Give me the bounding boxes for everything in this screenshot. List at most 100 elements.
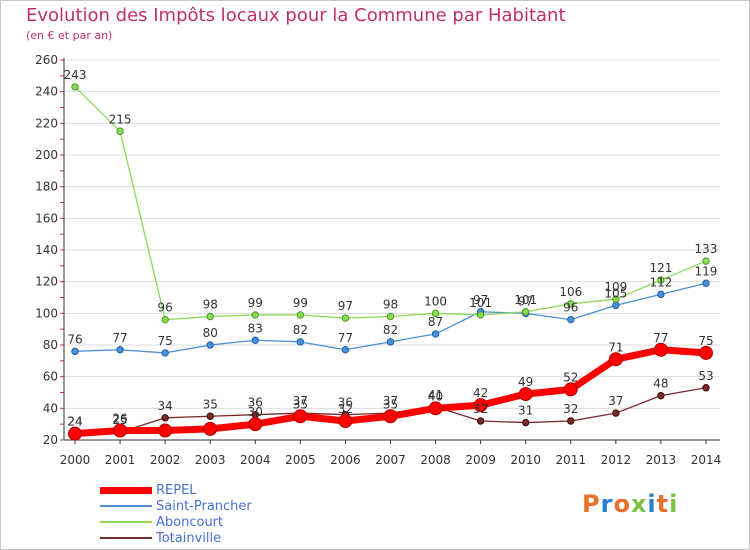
data-point-aboncourt (567, 300, 575, 308)
data-label-repel: 26 (112, 412, 127, 426)
data-point-repel (158, 423, 173, 438)
data-label-totainville: 32 (563, 402, 578, 416)
y-tick-label: 220 (35, 116, 58, 130)
data-point-saint-prancher (702, 279, 710, 287)
data-point-saint-prancher (251, 336, 259, 344)
y-tick-label: 160 (35, 211, 58, 225)
y-tick-label: 40 (43, 401, 58, 415)
data-point-totainville (702, 384, 710, 392)
x-tick-label: 2014 (691, 453, 722, 467)
data-point-repel (68, 426, 82, 441)
data-label-saint-prancher: 97 (518, 294, 533, 308)
data-label-saint-prancher: 83 (248, 321, 263, 335)
data-point-repel (608, 352, 623, 367)
data-label-totainville: 48 (653, 377, 668, 391)
data-point-aboncourt (702, 257, 710, 265)
legend-label: Saint-Prancher (156, 499, 252, 514)
data-point-repel (383, 409, 398, 424)
data-point-saint-prancher (657, 290, 665, 299)
x-tick-label: 2008 (420, 453, 451, 467)
data-point-aboncourt (612, 295, 620, 303)
data-point-repel (113, 423, 128, 438)
data-point-repel (473, 398, 488, 413)
data-point-totainville (612, 409, 620, 417)
y-tick-label: 240 (35, 85, 58, 99)
chart-subtitle: (en € et par an) (26, 29, 113, 42)
data-point-saint-prancher (567, 315, 575, 324)
data-point-aboncourt (386, 312, 395, 321)
data-label-totainville: 34 (157, 399, 172, 413)
y-tick-label: 20 (43, 433, 58, 447)
data-label-repel: 77 (653, 331, 668, 345)
data-point-aboncourt (657, 276, 665, 284)
data-label-saint-prancher: 96 (563, 301, 578, 315)
data-label-repel: 35 (383, 397, 398, 411)
x-tick-label: 2013 (646, 453, 677, 467)
y-tick-label: 180 (35, 180, 58, 194)
data-label-aboncourt: 101 (469, 296, 492, 310)
data-point-repel (653, 342, 668, 357)
data-point-saint-prancher (431, 330, 440, 338)
data-label-aboncourt: 99 (293, 296, 308, 310)
data-point-saint-prancher (161, 349, 169, 357)
legend-label: REPEL (156, 483, 197, 498)
data-label-aboncourt: 98 (383, 298, 398, 312)
data-label-saint-prancher: 97 (473, 293, 488, 307)
data-point-totainville (567, 417, 575, 425)
x-tick-label: 2009 (465, 453, 496, 467)
data-label-totainville: 25 (112, 413, 127, 427)
data-label-aboncourt: 215 (109, 112, 132, 126)
y-tick-label: 200 (35, 148, 58, 162)
data-point-saint-prancher (116, 346, 124, 354)
x-tick-label: 2004 (240, 453, 271, 467)
data-label-repel: 32 (338, 402, 353, 416)
data-label-aboncourt: 133 (695, 242, 718, 256)
data-label-totainville: 37 (293, 394, 308, 408)
data-label-saint-prancher: 112 (649, 275, 672, 289)
x-tick-label: 2005 (285, 453, 316, 467)
data-label-totainville: 35 (203, 397, 218, 411)
data-point-aboncourt (341, 314, 350, 322)
proxiti-logo: Proxiti (582, 490, 679, 518)
data-label-totainville: 24 (67, 415, 82, 429)
data-point-aboncourt (71, 83, 79, 91)
data-label-repel: 30 (248, 405, 263, 419)
data-label-totainville: 31 (518, 404, 533, 418)
data-point-saint-prancher (341, 346, 350, 354)
data-point-repel (698, 345, 713, 360)
data-label-repel: 40 (428, 389, 443, 403)
data-point-aboncourt (296, 311, 305, 319)
x-tick-label: 2007 (375, 453, 406, 467)
data-point-totainville (522, 418, 530, 427)
data-label-aboncourt: 109 (604, 280, 627, 294)
data-label-saint-prancher: 82 (293, 323, 308, 337)
chart-title: Evolution des Impôts locaux pour la Comm… (26, 5, 566, 26)
data-label-aboncourt: 100 (424, 294, 447, 308)
data-label-aboncourt: 243 (64, 68, 87, 82)
data-label-aboncourt: 101 (514, 293, 537, 307)
x-tick-label: 2010 (510, 453, 541, 467)
data-point-aboncourt (251, 311, 259, 319)
data-point-saint-prancher (386, 338, 395, 346)
data-point-repel (338, 414, 353, 428)
data-point-saint-prancher (296, 338, 305, 346)
x-tick-label: 2011 (555, 453, 586, 467)
data-label-aboncourt: 97 (338, 299, 353, 313)
data-point-aboncourt (431, 309, 440, 318)
data-point-repel (428, 401, 443, 416)
x-tick-label: 2002 (150, 453, 181, 467)
data-point-repel (293, 409, 308, 424)
data-point-aboncourt (161, 315, 169, 324)
data-label-totainville: 36 (338, 396, 353, 410)
data-label-aboncourt: 98 (203, 298, 218, 312)
y-tick-label: 260 (35, 53, 58, 67)
data-point-totainville (206, 412, 214, 420)
data-point-totainville (657, 391, 665, 400)
data-label-saint-prancher: 87 (428, 315, 443, 329)
y-tick-label: 80 (43, 338, 58, 352)
data-point-saint-prancher (206, 341, 214, 349)
data-label-saint-prancher: 77 (338, 331, 353, 345)
data-label-totainville: 53 (698, 369, 713, 383)
data-point-repel (248, 417, 263, 432)
